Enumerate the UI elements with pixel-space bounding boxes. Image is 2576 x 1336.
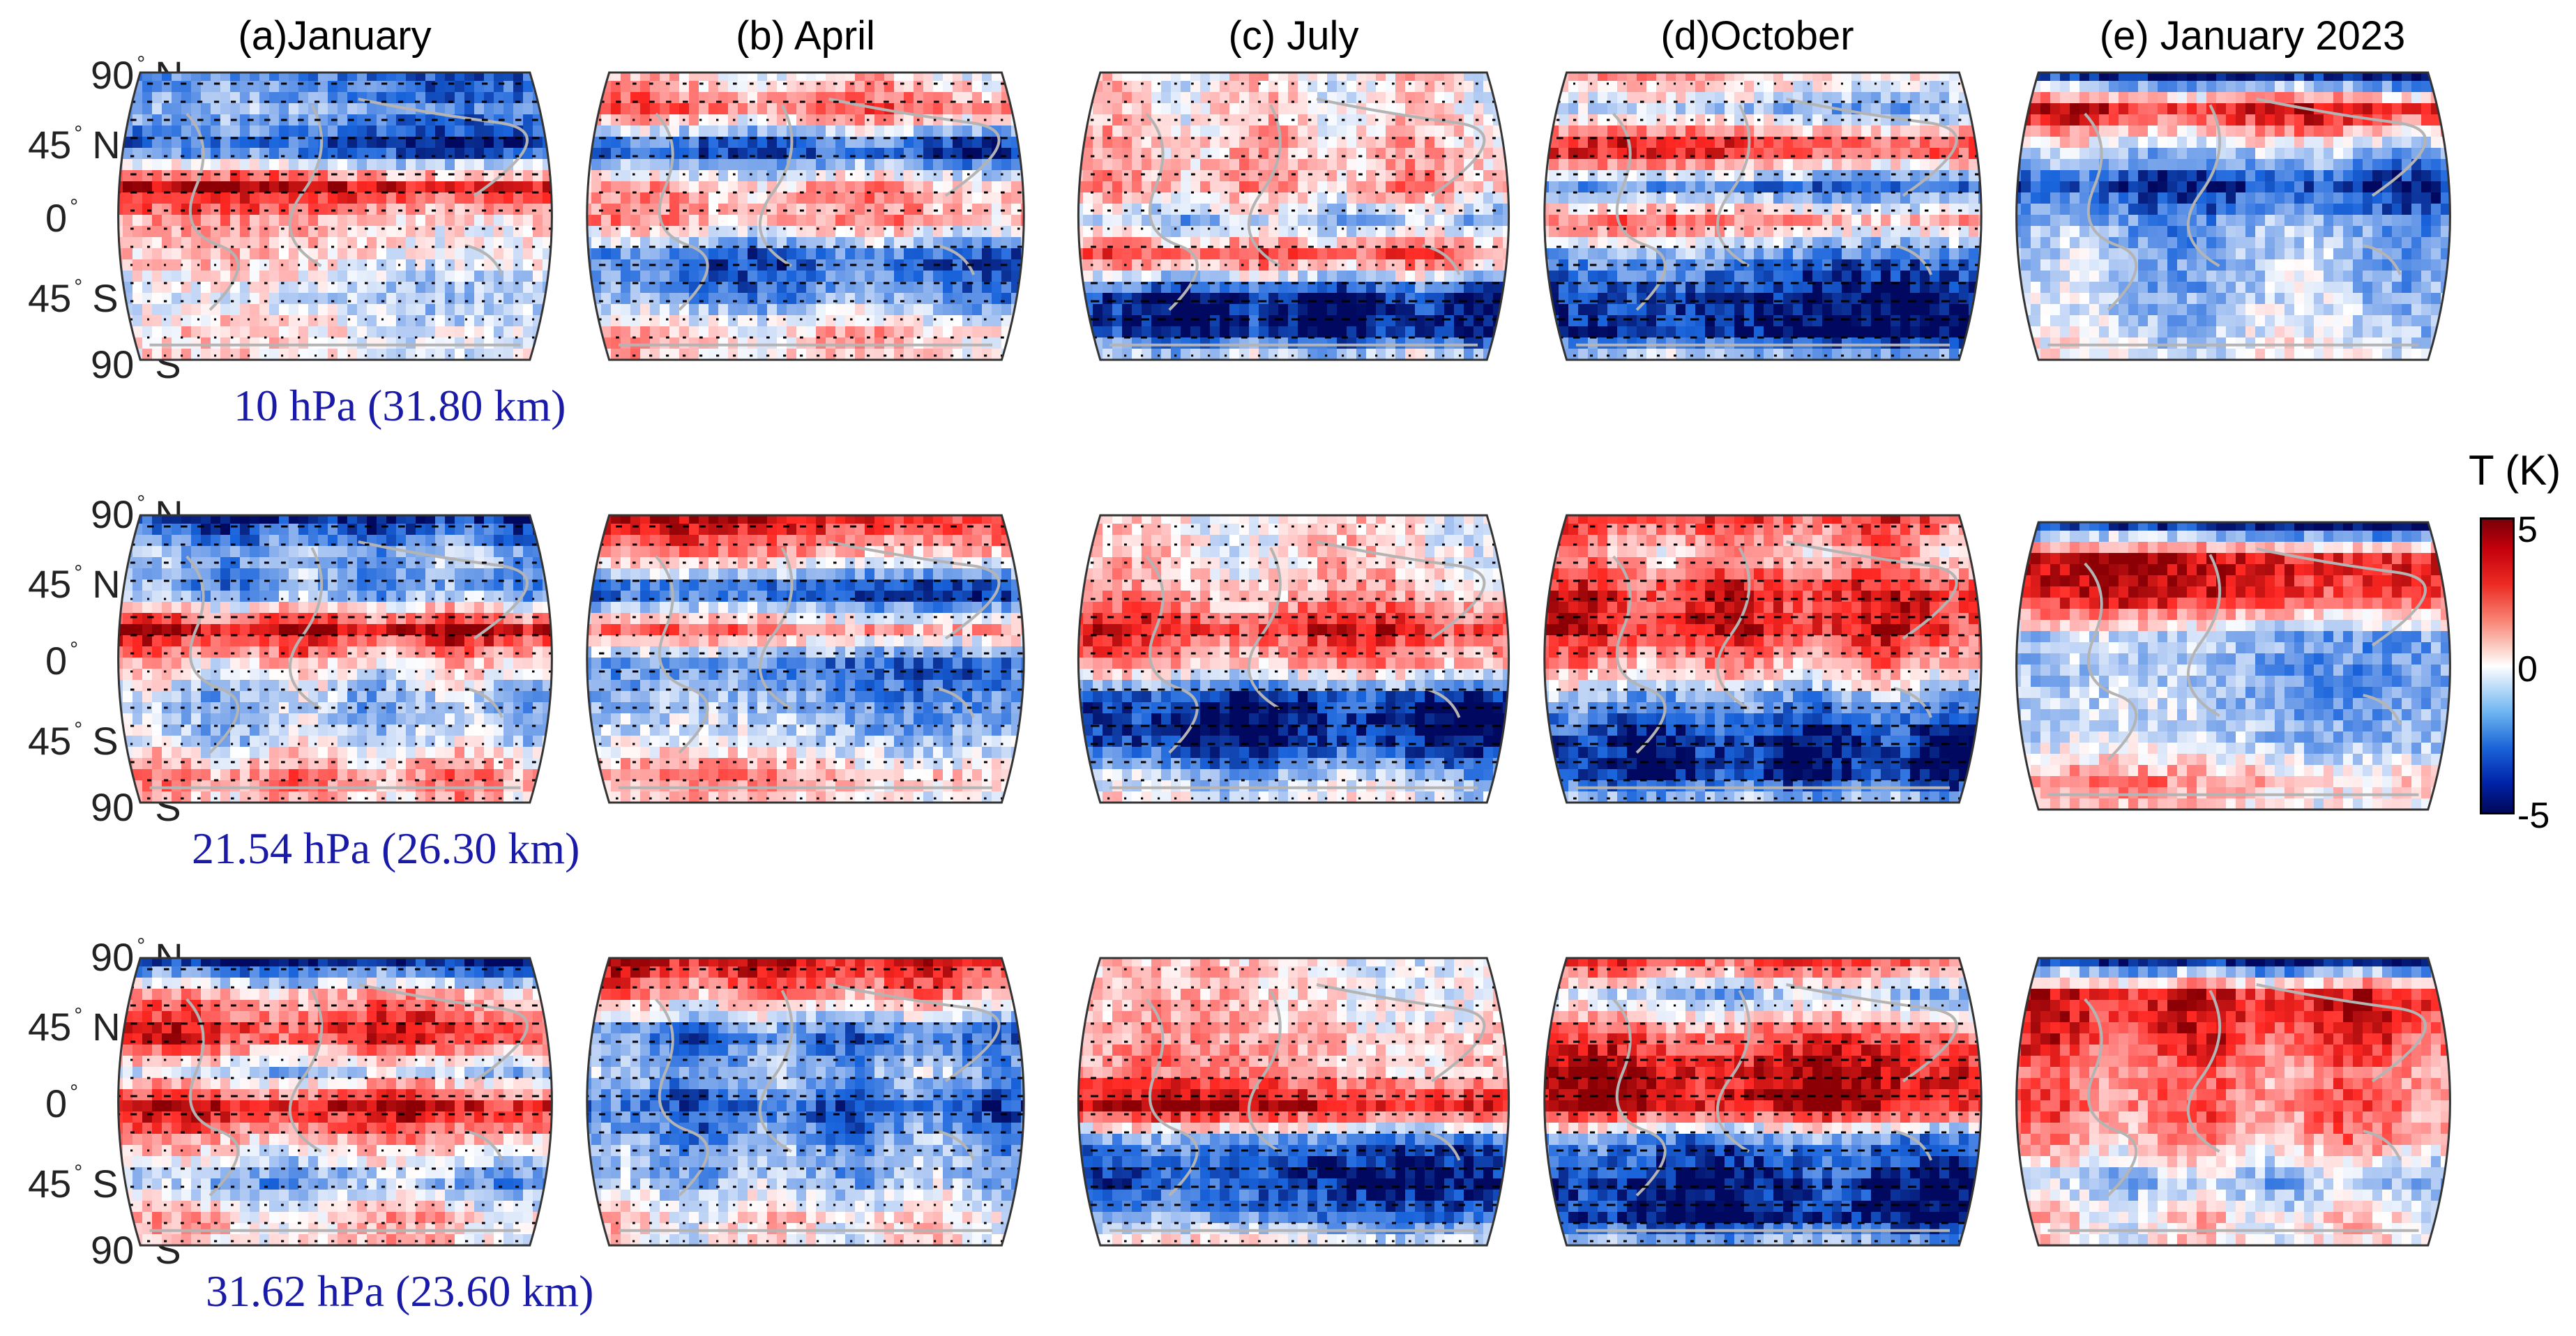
map-panel: [1077, 957, 1510, 1247]
map-panel: [1077, 71, 1510, 361]
col-title-jul: (c) July: [1229, 13, 1359, 59]
col-title-apr: (b) April: [736, 13, 875, 59]
map-panel: [1543, 514, 1983, 804]
map-panel: [117, 957, 553, 1247]
map-panel: [2015, 957, 2451, 1247]
map-panel: [1543, 957, 1983, 1247]
lat-label-45n: 45 ° N: [28, 1004, 121, 1049]
map-panel: [586, 514, 1025, 804]
level-label-21hpa: 21.54 hPa (26.30 km): [192, 823, 579, 874]
col-title-jan: (a)January: [238, 13, 431, 59]
col-title-oct: (d)October: [1660, 13, 1854, 59]
map-panel: [117, 71, 553, 361]
colorbar-tick-mid: 0: [2517, 648, 2538, 690]
lat-label-0: 0 °: [45, 195, 78, 241]
col-title-jan2023: (e) January 2023: [2100, 13, 2405, 59]
colorbar-tick-min: -5: [2517, 795, 2550, 837]
level-label-10hpa: 10 hPa (31.80 km): [234, 380, 566, 432]
colorbar: [2480, 517, 2515, 814]
lat-label-45s: 45 ° S: [28, 275, 119, 321]
map-panel: [1077, 514, 1510, 804]
lat-label-45s: 45 ° S: [28, 718, 119, 764]
map-panel: [586, 71, 1025, 361]
map-panel: [586, 957, 1025, 1247]
colorbar-title: T (K): [2469, 446, 2561, 494]
lat-label-0: 0 °: [45, 1081, 78, 1126]
colorbar-tick-max: 5: [2517, 509, 2538, 551]
map-panel: [2015, 521, 2451, 811]
lat-label-0: 0 °: [45, 638, 78, 683]
map-panel: [1543, 71, 1983, 361]
map-panel: [2015, 71, 2451, 361]
level-label-31hpa: 31.62 hPa (23.60 km): [206, 1266, 593, 1317]
lat-label-45n: 45 ° N: [28, 561, 121, 607]
map-panel: [117, 514, 553, 804]
lat-label-45n: 45 ° N: [28, 122, 121, 167]
lat-label-45s: 45 ° S: [28, 1161, 119, 1206]
